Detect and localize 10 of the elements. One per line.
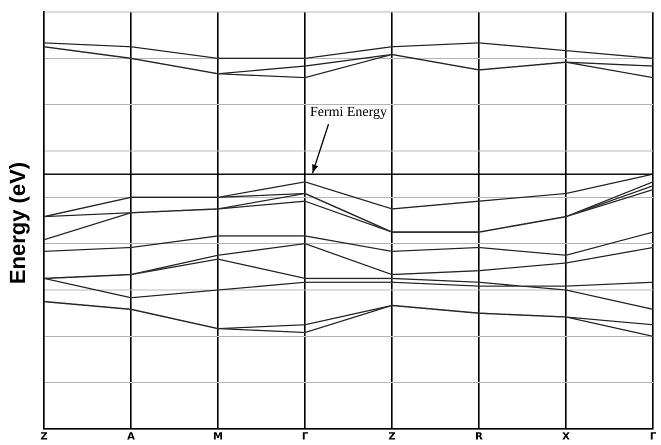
x-tick-label: Γ: [650, 432, 657, 443]
x-tick-label: Z: [388, 432, 396, 443]
x-tick-label: M: [213, 432, 224, 443]
x-tick-label: Γ: [302, 432, 309, 443]
x-tick-label: A: [127, 432, 136, 443]
x-tick-label: R: [475, 432, 484, 443]
x-tick-label: Z: [40, 432, 48, 443]
y-axis-title: Energy (eV): [5, 161, 31, 284]
ref-line-label: Fermi Energy: [310, 104, 388, 120]
x-tick-label: X: [562, 432, 570, 443]
